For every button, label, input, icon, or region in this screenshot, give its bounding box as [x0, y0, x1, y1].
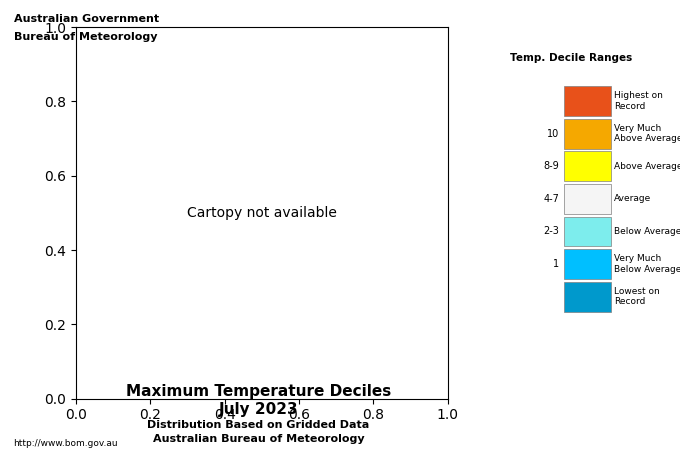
Bar [564, 119, 611, 149]
Text: 10: 10 [547, 129, 559, 139]
Text: Maximum Temperature Deciles: Maximum Temperature Deciles [126, 384, 391, 399]
Text: http://www.bom.gov.au: http://www.bom.gov.au [14, 439, 118, 448]
Bar [564, 151, 611, 181]
Bar [564, 86, 611, 116]
Bar [564, 249, 611, 279]
Text: 8-9: 8-9 [543, 161, 559, 171]
Text: Very Much
Below Average: Very Much Below Average [614, 255, 680, 274]
Bar [564, 184, 611, 214]
Text: Temp. Decile Ranges: Temp. Decile Ranges [511, 53, 632, 63]
Text: July 2023: July 2023 [218, 402, 299, 417]
Text: Bureau of Meteorology: Bureau of Meteorology [14, 32, 157, 42]
Text: Average: Average [614, 194, 651, 203]
Text: Above Average: Above Average [614, 162, 680, 171]
Text: Lowest on
Record: Lowest on Record [614, 287, 660, 306]
Text: Australian Bureau of Meteorology: Australian Bureau of Meteorology [152, 434, 364, 444]
Text: 2-3: 2-3 [543, 226, 559, 236]
Text: Very Much
Above Average: Very Much Above Average [614, 124, 680, 143]
Text: 4-7: 4-7 [543, 194, 559, 204]
Text: Distribution Based on Gridded Data: Distribution Based on Gridded Data [148, 420, 369, 430]
Bar [564, 217, 611, 246]
Text: Highest on
Record: Highest on Record [614, 92, 662, 111]
Text: 1: 1 [553, 259, 559, 269]
Text: Below Average: Below Average [614, 227, 680, 236]
Bar [564, 282, 611, 312]
Text: Australian Government: Australian Government [14, 14, 158, 24]
Text: Cartopy not available: Cartopy not available [187, 206, 337, 220]
